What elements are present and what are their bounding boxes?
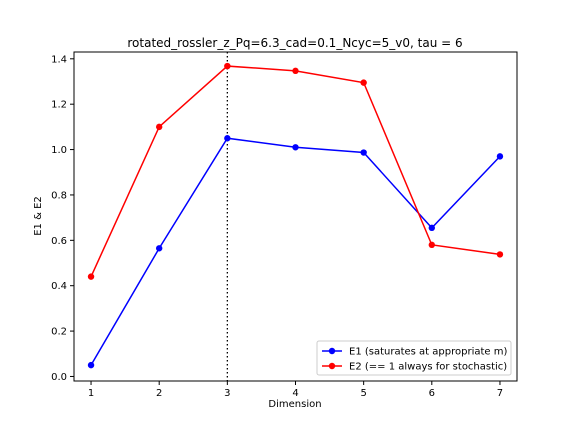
data-point-e2 xyxy=(292,67,299,75)
x-tick-label: 1 xyxy=(88,388,94,399)
data-point-e1 xyxy=(496,153,504,160)
y-tick-label: 0.4 xyxy=(51,281,67,292)
plot-frame xyxy=(73,51,518,382)
x-tick-label: 5 xyxy=(360,388,366,399)
data-point-e2 xyxy=(496,251,504,258)
y-tick-label: 0.0 xyxy=(51,372,67,383)
data-point-e2 xyxy=(360,79,367,86)
data-point-e2 xyxy=(155,123,163,131)
x-tick-label: 3 xyxy=(224,388,230,399)
legend-label-e1: E1 (saturates at appropriate m) xyxy=(349,347,507,358)
y-tick-label: 1.2 xyxy=(51,100,67,111)
y-tick-label: 1.4 xyxy=(51,54,67,65)
plot-area: 1 2 3 4 5 6 7 0.0 0.2 0.4 0.6 0.8 1.0 1.2 1.4 xyxy=(51,52,504,399)
data-point-e1 xyxy=(428,224,436,232)
data-point-e2 xyxy=(224,62,231,70)
legend-marker-e1 xyxy=(328,347,336,355)
data-point-e1 xyxy=(292,144,299,151)
x-tick-label: 7 xyxy=(497,388,503,399)
legend-label-e2: E2 (== 1 always for stochastic) xyxy=(349,362,507,373)
y-tick-label: 0.2 xyxy=(51,327,67,338)
data-point-e1 xyxy=(87,361,95,369)
x-tick-label: 6 xyxy=(429,388,435,399)
y-tick-label: 0.6 xyxy=(51,236,67,247)
chart-title: rotated_rossler_z_Pq=6.3_cad=0.1_Ncyc=5_… xyxy=(127,36,462,50)
data-point-e1 xyxy=(155,245,163,252)
y-tick-label: 1.0 xyxy=(51,145,67,156)
x-tick-label: 2 xyxy=(156,388,162,399)
legend: E1 (saturates at appropriate m) E2 (== 1 … xyxy=(316,340,512,376)
y-tick-label: 0.8 xyxy=(51,190,67,201)
data-point-e2 xyxy=(428,241,436,249)
y-axis-label: E1 & E2 xyxy=(33,196,44,236)
data-point-e1 xyxy=(360,149,367,156)
legend-marker-e2 xyxy=(328,362,336,370)
legend-box xyxy=(316,340,512,376)
data-point-e2 xyxy=(87,273,95,280)
data-point-e1 xyxy=(224,135,231,142)
x-tick-label: 4 xyxy=(292,388,298,399)
x-axis-label: Dimension xyxy=(268,399,321,410)
